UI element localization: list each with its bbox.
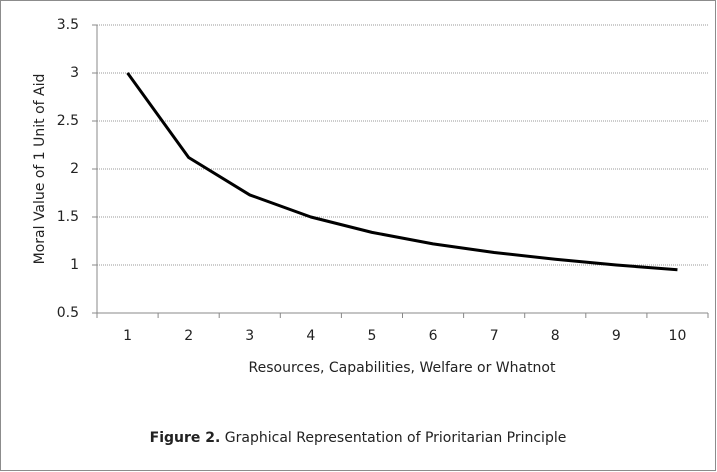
x-tick-label: 9: [612, 328, 621, 344]
y-tick-label: 2: [70, 161, 79, 177]
caption-text: Graphical Representation of Prioritarian…: [225, 430, 567, 446]
y-tick-label: 3.5: [57, 17, 79, 33]
x-axis-label: Resources, Capabilities, Welfare or What…: [249, 360, 556, 376]
y-tick-label: 1: [70, 257, 79, 273]
x-tick-label: 5: [367, 328, 376, 344]
x-tick-label: 10: [669, 328, 687, 344]
x-tick-label: 7: [490, 328, 499, 344]
y-tick-label: 1.5: [57, 209, 79, 225]
x-tick-label: 1: [123, 328, 132, 344]
caption: Figure 2. Graphical Representation of Pr…: [150, 430, 567, 446]
x-tick-label: 8: [551, 328, 560, 344]
y-tick-label: 2.5: [57, 113, 79, 129]
data-line: [126, 72, 678, 272]
x-tick-label: 6: [429, 328, 438, 344]
y-axis-label: Moral Value of 1 Unit of Aid: [32, 74, 48, 265]
caption-label: Figure 2.: [150, 430, 221, 446]
x-tick-label: 2: [184, 328, 193, 344]
y-tick-label: 0.5: [57, 305, 79, 321]
y-tick-label: 3: [70, 65, 79, 81]
x-tick-label: 3: [245, 328, 254, 344]
x-tick-label: 4: [306, 328, 315, 344]
